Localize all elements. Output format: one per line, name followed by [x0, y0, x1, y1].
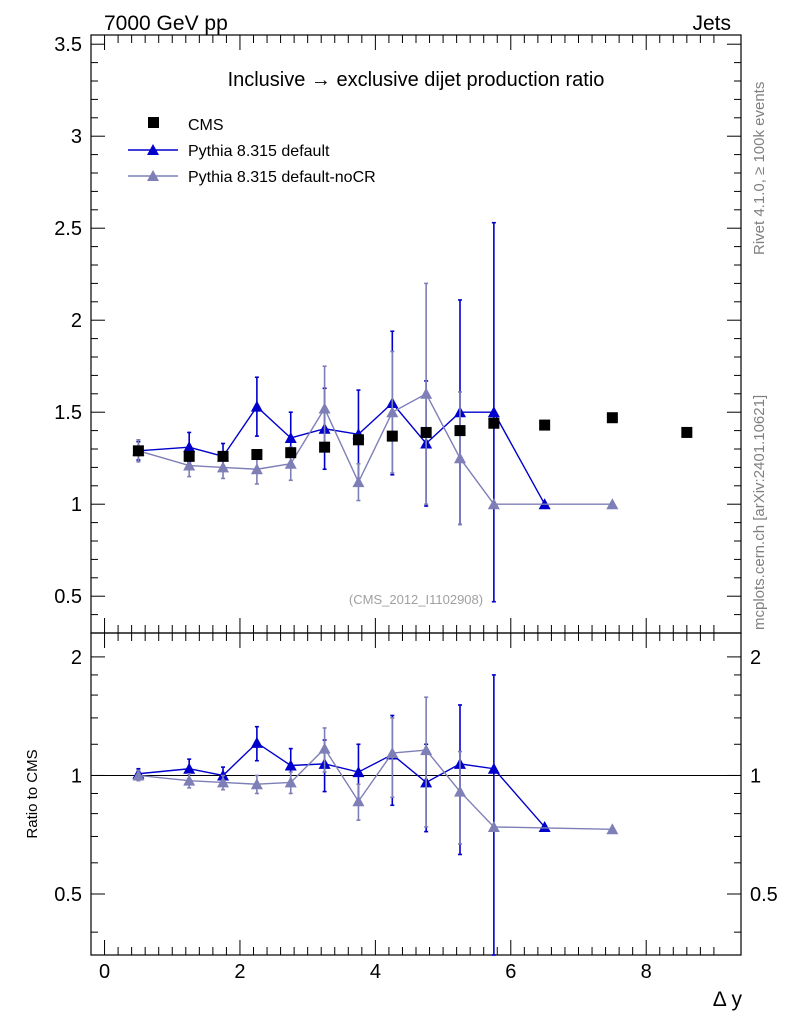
series-0-point [183, 441, 196, 453]
y-tick-label: 3 [71, 126, 82, 148]
ratio-series [132, 674, 619, 956]
y-tick-label: 3.5 [54, 34, 82, 56]
cms-point [319, 441, 331, 453]
legend-nocr-marker [147, 170, 159, 181]
ratio-series-0-line [138, 741, 546, 828]
cms-point [132, 445, 144, 457]
rivet-label: Rivet 4.1.0, ≥ 100k events [751, 82, 768, 255]
ratio-series-0-point [183, 762, 196, 774]
ratio-series-1-point [318, 742, 331, 754]
ratio-y-label: Ratio to CMS [24, 749, 41, 838]
cms-point [606, 412, 618, 424]
ratio-series-1-line [138, 747, 613, 830]
x-tick-label: 6 [505, 961, 516, 983]
series-1-point [420, 387, 433, 399]
ratio-series-1-point [386, 747, 399, 759]
legend-nocr-label: Pythia 8.315 default-noCR [188, 169, 376, 186]
x-tick-label: 4 [370, 961, 381, 983]
analysis-id: (CMS_2012_I1102908) [349, 592, 483, 607]
x-tick-label: 0 [99, 961, 110, 983]
y-tick-label: 2 [71, 310, 82, 332]
ratio-series-1-point [487, 820, 500, 832]
ratio-y-tick-label: 1 [71, 765, 82, 787]
ratio-y-tick-label-right: 2 [750, 647, 761, 669]
cms-point [251, 449, 263, 461]
series-1-point [183, 459, 196, 471]
ratio-series-1-point [454, 785, 467, 797]
series-1-point [318, 402, 331, 414]
ratio-series-1-point [217, 776, 230, 788]
legend-default-label: Pythia 8.315 default [188, 143, 330, 160]
series-1-line [138, 392, 613, 505]
cms-point [352, 434, 364, 446]
x-axis-label: Δ y [713, 988, 743, 1011]
chart-title: Inclusive → exclusive dijet production r… [228, 69, 605, 91]
series-0-line [138, 401, 546, 505]
ratio-frame [90, 632, 742, 956]
ratio-y-tick-label: 2 [71, 647, 82, 669]
cms-point [488, 417, 500, 429]
ratio-series-0-point [284, 759, 297, 771]
main-panel: 0.5 1 1.5 2 2.5 3 3.5 Inclusive → exclusive di… [54, 34, 742, 634]
ratio-y-tick-label-right: 1 [750, 765, 761, 787]
ratio-y-tick-label: 0.5 [54, 884, 82, 906]
ratio-series-1-point [183, 774, 196, 786]
x-tick-label: 2 [234, 961, 245, 983]
ratio-series-1-point [132, 769, 145, 781]
cms-point [681, 426, 693, 438]
ratio-x-axis: 0 2 4 6 8 [99, 633, 715, 983]
series-0-point [284, 431, 297, 443]
cms-point [285, 447, 297, 459]
x-tick-label: 8 [641, 961, 652, 983]
ratio-series-0-point [250, 736, 263, 748]
cms-point [539, 419, 551, 431]
category-label: Jets [692, 12, 731, 35]
ratio-y-tick-label-right: 0.5 [750, 884, 778, 906]
energy-label: 7000 GeV pp [104, 12, 228, 35]
series-1-point [487, 498, 500, 510]
cms-point [454, 425, 466, 437]
main-cms-points [132, 412, 693, 462]
ratio-series-0-point [352, 766, 365, 778]
cms-point [420, 426, 432, 438]
y-tick-label: 2.5 [54, 218, 82, 240]
main-x-ticks [104, 35, 715, 633]
legend-default-marker [147, 144, 159, 155]
legend: CMS Pythia 8.315 default Pythia 8.315 de… [128, 117, 376, 186]
legend-cms-label: CMS [188, 117, 224, 134]
series-1-point [352, 476, 365, 488]
cms-point [386, 430, 398, 442]
series-1-point [606, 498, 619, 510]
y-tick-label: 1 [71, 494, 82, 516]
y-tick-label: 1.5 [54, 402, 82, 424]
series-1-point [386, 406, 399, 418]
series-0-point [487, 406, 500, 418]
series-1-point [250, 463, 263, 475]
main-y-axis: 0.5 1 1.5 2 2.5 3 3.5 [54, 34, 741, 634]
series-0-point [250, 400, 263, 412]
series-1-point [454, 452, 467, 464]
ratio-series-1-point [606, 823, 619, 835]
main-series [132, 221, 619, 603]
ratio-series-1-point [352, 795, 365, 807]
cms-point [183, 450, 195, 462]
ratio-series-1-point [284, 776, 297, 788]
y-tick-label: 0.5 [54, 586, 82, 608]
ratio-series-0-point [538, 820, 551, 832]
ratio-series-1-point [420, 744, 433, 756]
ratio-series-1-point [250, 778, 263, 790]
ratio-y-axis: 0.5 0.5 1 1 2 2 [54, 647, 778, 933]
cms-point [217, 450, 229, 462]
legend-cms-marker [148, 117, 159, 128]
series-1-point [217, 461, 230, 473]
series-1-point [284, 457, 297, 469]
mcplots-label: mcplots.cern.ch [arXiv:2401.10621] [751, 395, 768, 630]
ratio-series-0-point [487, 762, 500, 774]
ratio-panel: 0.5 0.5 1 1 2 2 0 2 4 6 8 Ratio to CMS [24, 632, 778, 983]
